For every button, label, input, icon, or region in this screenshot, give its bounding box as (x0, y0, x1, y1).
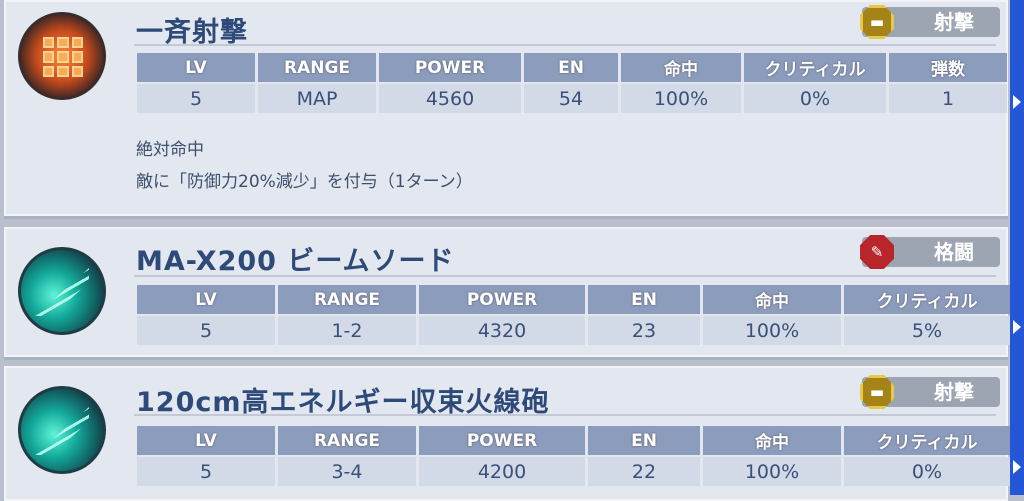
value-lv: 5 (137, 457, 275, 486)
header-range: RANGE (278, 426, 416, 455)
weapon-type: 格闘 (934, 240, 974, 264)
header-range: RANGE (258, 53, 376, 82)
header-en: EN (524, 53, 618, 82)
beam-slash-icon (18, 386, 106, 474)
gun-icon: ▬ (860, 375, 894, 409)
weapon-name: MA-X200 ビームソード (136, 246, 455, 277)
weapon-type-tag: ✎ 格闘 (860, 235, 1000, 269)
header-accuracy: 命中 (703, 285, 841, 314)
weapon-card[interactable]: 一斉射撃 ▬ 射撃 LV RANGE POWER EN 命中 クリティカル 弾数… (4, 0, 1008, 216)
stats-table: LV RANGE POWER EN 命中 クリティカル 5 3-4 4200 2… (134, 424, 1013, 488)
weapon-card[interactable]: MA-X200 ビームソード ✎ 格闘 LV RANGE POWER EN 命中… (4, 227, 1010, 357)
value-power: 4200 (419, 457, 585, 486)
side-strip (1010, 0, 1024, 495)
value-critical: 0% (744, 84, 886, 113)
value-ammo: 1 (889, 84, 1007, 113)
header-range: RANGE (278, 285, 416, 314)
value-range: MAP (258, 84, 376, 113)
header-lv: LV (137, 285, 275, 314)
value-accuracy: 100% (703, 457, 841, 486)
description-line: 敵に「防御力20%減少」を付与（1ターン） (136, 172, 473, 192)
grid-target-icon (18, 12, 106, 100)
arrow-right-icon[interactable] (1013, 460, 1021, 474)
weapon-name: 一斉射撃 (136, 17, 248, 48)
divider (134, 414, 996, 416)
value-accuracy: 100% (703, 316, 841, 345)
stats-table: LV RANGE POWER EN 命中 クリティカル 弾数 5 MAP 456… (134, 51, 1010, 115)
header-lv: LV (137, 426, 275, 455)
header-en: EN (588, 426, 700, 455)
header-accuracy: 命中 (621, 53, 741, 82)
value-range: 3-4 (278, 457, 416, 486)
gun-icon: ▬ (860, 5, 894, 39)
arrow-right-icon[interactable] (1013, 95, 1021, 109)
arrow-right-icon[interactable] (1013, 320, 1021, 334)
value-lv: 5 (137, 316, 275, 345)
value-lv: 5 (137, 84, 255, 113)
divider (134, 275, 996, 277)
value-accuracy: 100% (621, 84, 741, 113)
weapon-description: 絶対命中 敵に「防御力20%減少」を付与（1ターン） (136, 134, 473, 198)
value-en: 23 (588, 316, 700, 345)
header-critical: クリティカル (844, 426, 1010, 455)
weapon-card[interactable]: 120cm高エネルギー収束火線砲 ▬ 射撃 LV RANGE POWER EN … (4, 366, 1010, 501)
weapon-type: 射撃 (934, 10, 974, 34)
value-critical: 5% (844, 316, 1010, 345)
weapon-type-tag: ▬ 射撃 (860, 375, 1000, 409)
description-line: 絶対命中 (136, 140, 204, 160)
value-power: 4320 (419, 316, 585, 345)
header-accuracy: 命中 (703, 426, 841, 455)
header-ammo: 弾数 (889, 53, 1007, 82)
stats-table: LV RANGE POWER EN 命中 クリティカル 5 1-2 4320 2… (134, 283, 1013, 347)
beam-slash-icon (18, 247, 106, 335)
value-range: 1-2 (278, 316, 416, 345)
divider (134, 44, 996, 46)
header-power: POWER (419, 426, 585, 455)
value-en: 54 (524, 84, 618, 113)
weapon-type: 射撃 (934, 380, 974, 404)
header-en: EN (588, 285, 700, 314)
value-en: 22 (588, 457, 700, 486)
weapon-type-tag: ▬ 射撃 (860, 5, 1000, 39)
header-power: POWER (419, 285, 585, 314)
value-critical: 0% (844, 457, 1010, 486)
blade-icon: ✎ (860, 235, 894, 269)
weapon-name: 120cm高エネルギー収束火線砲 (136, 387, 550, 418)
value-power: 4560 (379, 84, 521, 113)
header-power: POWER (379, 53, 521, 82)
header-critical: クリティカル (744, 53, 886, 82)
header-lv: LV (137, 53, 255, 82)
header-critical: クリティカル (844, 285, 1010, 314)
